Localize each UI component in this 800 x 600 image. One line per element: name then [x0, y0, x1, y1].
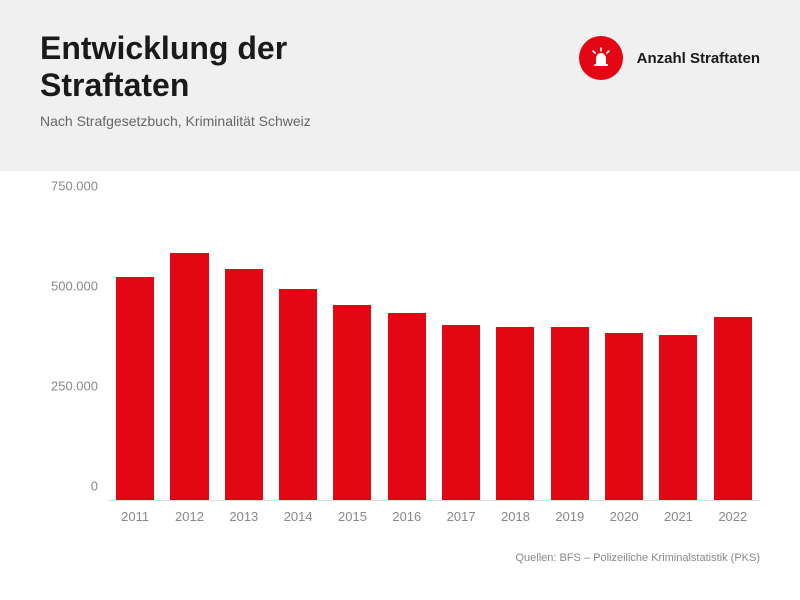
- siren-icon: [579, 36, 623, 80]
- x-tick-label: 2016: [380, 509, 434, 524]
- bar-slot: [488, 201, 542, 500]
- x-axis: 2011201220132014201520162017201820192020…: [108, 509, 760, 524]
- bar: [225, 269, 263, 500]
- bar-chart: 0250.000500.000750.000: [40, 201, 760, 501]
- x-tick-label: 2013: [217, 509, 271, 524]
- legend: Anzahl Straftaten: [579, 36, 760, 80]
- header: Entwicklung der Straftaten Nach Strafges…: [0, 0, 800, 171]
- bar-slot: [597, 201, 651, 500]
- bar-slot: [325, 201, 379, 500]
- x-tick-label: 2022: [706, 509, 760, 524]
- bar-slot: [706, 201, 760, 500]
- x-tick-label: 2011: [108, 509, 162, 524]
- chart-area: 0250.000500.000750.000 20112012201320142…: [0, 171, 800, 534]
- page-subtitle: Nach Strafgesetzbuch, Kriminalität Schwe…: [40, 112, 420, 132]
- bar: [605, 333, 643, 500]
- plot: [108, 201, 760, 501]
- bars-container: [108, 201, 760, 500]
- legend-label: Anzahl Straftaten: [637, 50, 760, 67]
- bar: [388, 313, 426, 500]
- page-title: Entwicklung der Straftaten: [40, 30, 420, 104]
- bar-slot: [543, 201, 597, 500]
- x-tick-label: 2019: [543, 509, 597, 524]
- y-tick-label: 500.000: [40, 279, 98, 294]
- bar: [496, 327, 534, 500]
- bar-slot: [217, 201, 271, 500]
- x-tick-label: 2020: [597, 509, 651, 524]
- y-tick-label: 750.000: [40, 179, 98, 194]
- source-text: Quellen: BFS – Polizeiliche Kriminalstat…: [0, 534, 800, 564]
- x-tick-label: 2012: [162, 509, 216, 524]
- bar: [714, 317, 752, 500]
- bar: [442, 325, 480, 500]
- bar: [116, 277, 154, 500]
- x-tick-label: 2014: [271, 509, 325, 524]
- bar: [279, 289, 317, 500]
- x-tick-label: 2017: [434, 509, 488, 524]
- bar: [551, 327, 589, 500]
- title-block: Entwicklung der Straftaten Nach Strafges…: [40, 30, 420, 131]
- bar: [659, 335, 697, 500]
- y-axis: 0250.000500.000750.000: [40, 201, 108, 501]
- bar-slot: [651, 201, 705, 500]
- bar-slot: [380, 201, 434, 500]
- bar-slot: [434, 201, 488, 500]
- y-tick-label: 0: [40, 479, 98, 494]
- x-tick-label: 2018: [488, 509, 542, 524]
- x-tick-label: 2021: [651, 509, 705, 524]
- y-tick-label: 250.000: [40, 379, 98, 394]
- bar: [170, 253, 208, 500]
- x-tick-label: 2015: [325, 509, 379, 524]
- bar-slot: [108, 201, 162, 500]
- bar-slot: [271, 201, 325, 500]
- bar: [333, 305, 371, 500]
- bar-slot: [162, 201, 216, 500]
